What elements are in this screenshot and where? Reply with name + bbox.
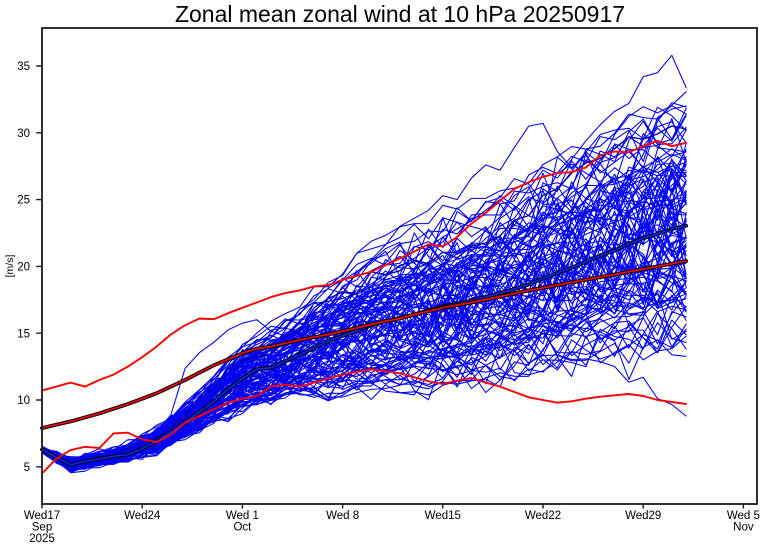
svg-text:Wed22: Wed22	[525, 510, 561, 522]
svg-text:30: 30	[17, 128, 30, 140]
svg-text:Zonal mean zonal wind at 10 hP: Zonal mean zonal wind at 10 hPa 20250917	[175, 1, 625, 27]
svg-text:[m/s]: [m/s]	[4, 255, 16, 278]
svg-text:25: 25	[17, 195, 30, 207]
svg-text:10: 10	[17, 395, 30, 407]
svg-text:Nov: Nov	[733, 522, 754, 534]
svg-text:Wed15: Wed15	[425, 510, 461, 522]
svg-text:20: 20	[17, 262, 30, 274]
svg-text:Wed 8: Wed 8	[326, 510, 359, 522]
svg-text:15: 15	[17, 328, 30, 340]
svg-text:Sep: Sep	[32, 522, 52, 534]
svg-text:Wed24: Wed24	[124, 510, 161, 522]
svg-text:Wed17: Wed17	[24, 510, 60, 522]
svg-text:Wed 1: Wed 1	[226, 510, 259, 522]
svg-text:Oct: Oct	[233, 522, 252, 534]
svg-text:35: 35	[17, 61, 30, 73]
svg-text:Wed 5: Wed 5	[727, 510, 760, 522]
svg-text:Wed29: Wed29	[625, 510, 661, 522]
svg-text:2025: 2025	[29, 533, 55, 545]
svg-text:5: 5	[24, 462, 30, 474]
